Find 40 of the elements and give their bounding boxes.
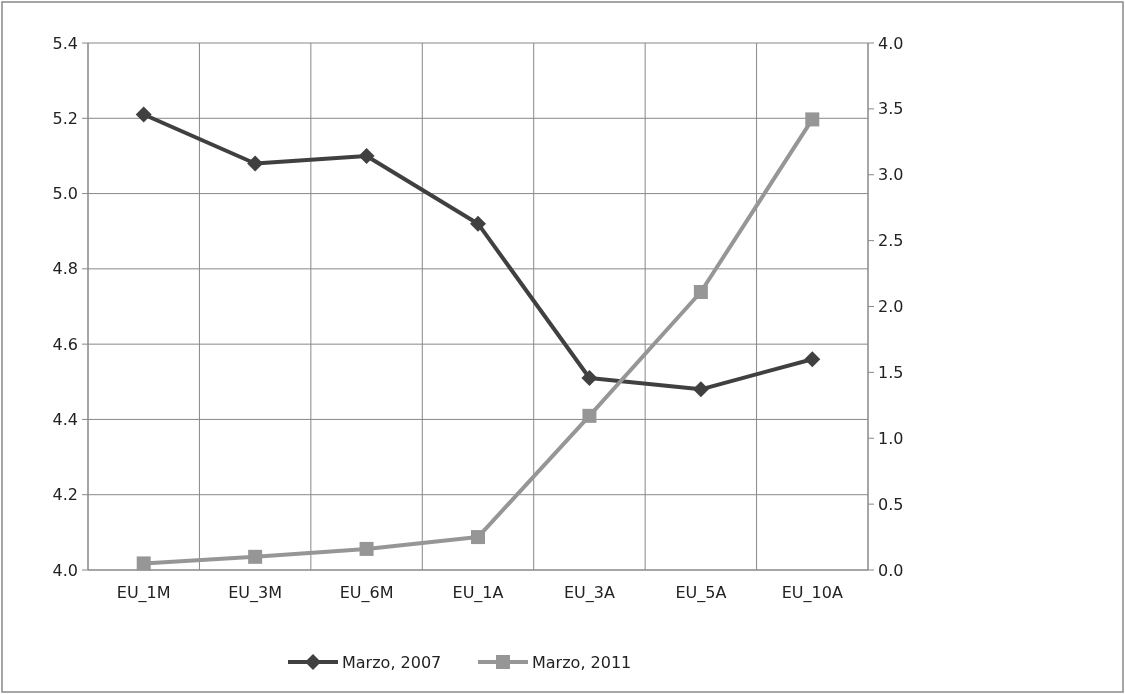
- legend-label: Marzo, 2007: [342, 652, 442, 672]
- y2-tick-label: 1.0: [878, 428, 904, 448]
- point: [136, 556, 151, 571]
- y2-tick-label: 4.0: [878, 33, 904, 53]
- x-tick-label: EU_3A: [563, 583, 615, 603]
- y-tick-label: 4.2: [52, 485, 78, 505]
- legend-label: Marzo, 2011: [532, 652, 632, 672]
- y2-tick-label: 3.0: [878, 165, 904, 185]
- y-tick-label: 5.4: [52, 33, 78, 53]
- point: [693, 285, 708, 300]
- x-tick-label: EU_1M: [116, 583, 171, 603]
- y-tick-label: 4.4: [52, 410, 78, 430]
- point: [358, 147, 375, 164]
- y-tick-label: 4.8: [52, 259, 78, 279]
- y-tick-label: 5.2: [52, 108, 78, 128]
- point: [359, 541, 374, 556]
- point: [805, 112, 820, 127]
- point: [247, 155, 264, 172]
- y2-tick-label: 0.0: [878, 560, 904, 580]
- x-tick-label: EU_1A: [452, 583, 504, 603]
- y-tick-label: 5.0: [52, 184, 78, 204]
- point: [470, 215, 486, 232]
- x-tick-label: EU_10A: [781, 583, 843, 603]
- x-tick-label: EU_3M: [228, 583, 283, 603]
- x-tick-label: EU_5A: [675, 583, 727, 603]
- y-tick-label: 4.6: [52, 334, 78, 354]
- y2-tick-label: 0.5: [878, 494, 904, 514]
- x-tick-label: EU_6M: [339, 583, 394, 603]
- y-tick-label: 4.0: [52, 560, 78, 580]
- y2-tick-label: 3.5: [878, 99, 904, 119]
- y2-tick-label: 2.0: [878, 297, 904, 317]
- point: [471, 530, 485, 545]
- point: [248, 549, 263, 564]
- point: [692, 381, 709, 398]
- point: [581, 370, 598, 387]
- point: [135, 106, 152, 123]
- y2-tick-label: 2.5: [878, 231, 904, 251]
- y2-tick-label: 1.5: [878, 362, 904, 382]
- point: [804, 351, 821, 368]
- point: [582, 408, 597, 423]
